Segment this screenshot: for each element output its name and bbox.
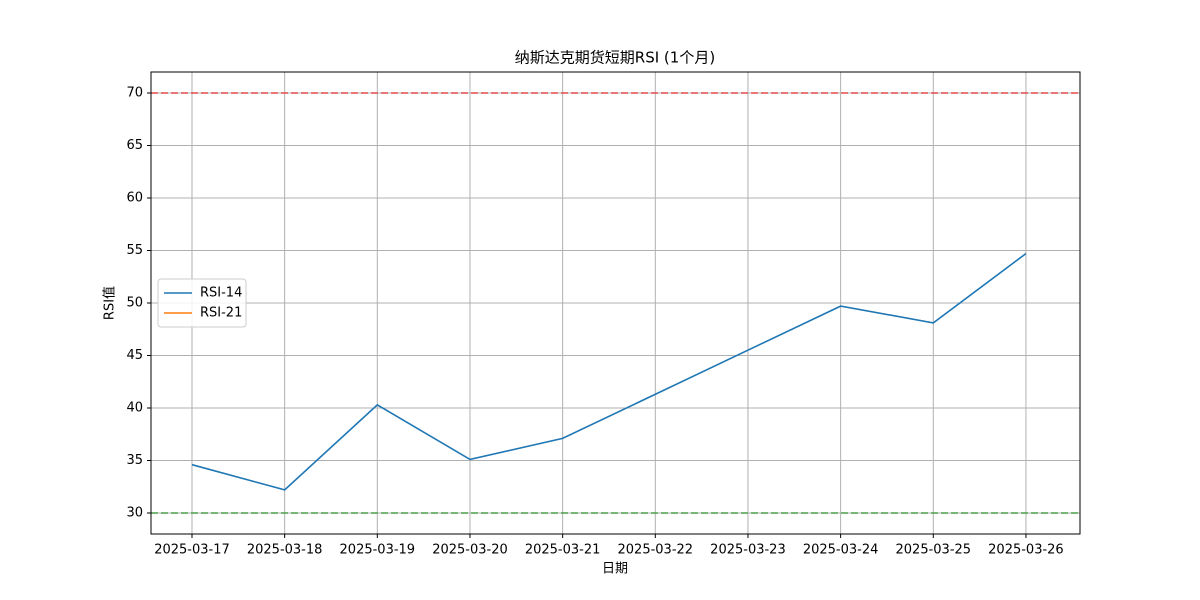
y-tick-label: 30	[126, 506, 143, 521]
chart-title: 纳斯达克期货短期RSI (1个月)	[515, 49, 715, 67]
x-tick-label: 2025-03-22	[618, 543, 694, 558]
x-tick-label: 2025-03-19	[340, 543, 416, 558]
x-tick-label: 2025-03-23	[710, 543, 786, 558]
x-tick-label: 2025-03-21	[525, 543, 601, 558]
y-tick-label: 55	[126, 243, 143, 258]
x-tick-label: 2025-03-25	[896, 543, 972, 558]
legend-label: RSI-21	[200, 306, 242, 321]
y-tick-label: 40	[126, 401, 143, 416]
x-tick-label: 2025-03-17	[154, 543, 230, 558]
x-tick-label: 2025-03-18	[247, 543, 323, 558]
y-tick-label: 65	[126, 138, 143, 153]
y-tick-label: 70	[126, 86, 143, 101]
y-tick-label: 35	[126, 453, 143, 468]
x-tick-label: 2025-03-26	[988, 543, 1064, 558]
x-tick-label: 2025-03-20	[432, 543, 508, 558]
line-series	[191, 252, 1027, 491]
x-axis-label: 日期	[602, 562, 628, 577]
x-tick-label: 2025-03-24	[803, 543, 879, 558]
y-tick-label: 45	[126, 348, 143, 363]
y-axis-label: RSI值	[102, 286, 118, 320]
plot-frame	[150, 71, 1081, 535]
y-tick-label: 60	[126, 191, 143, 206]
legend-label: RSI-14	[200, 286, 242, 301]
legend-box	[157, 278, 247, 328]
y-tick-label: 50	[126, 296, 143, 311]
